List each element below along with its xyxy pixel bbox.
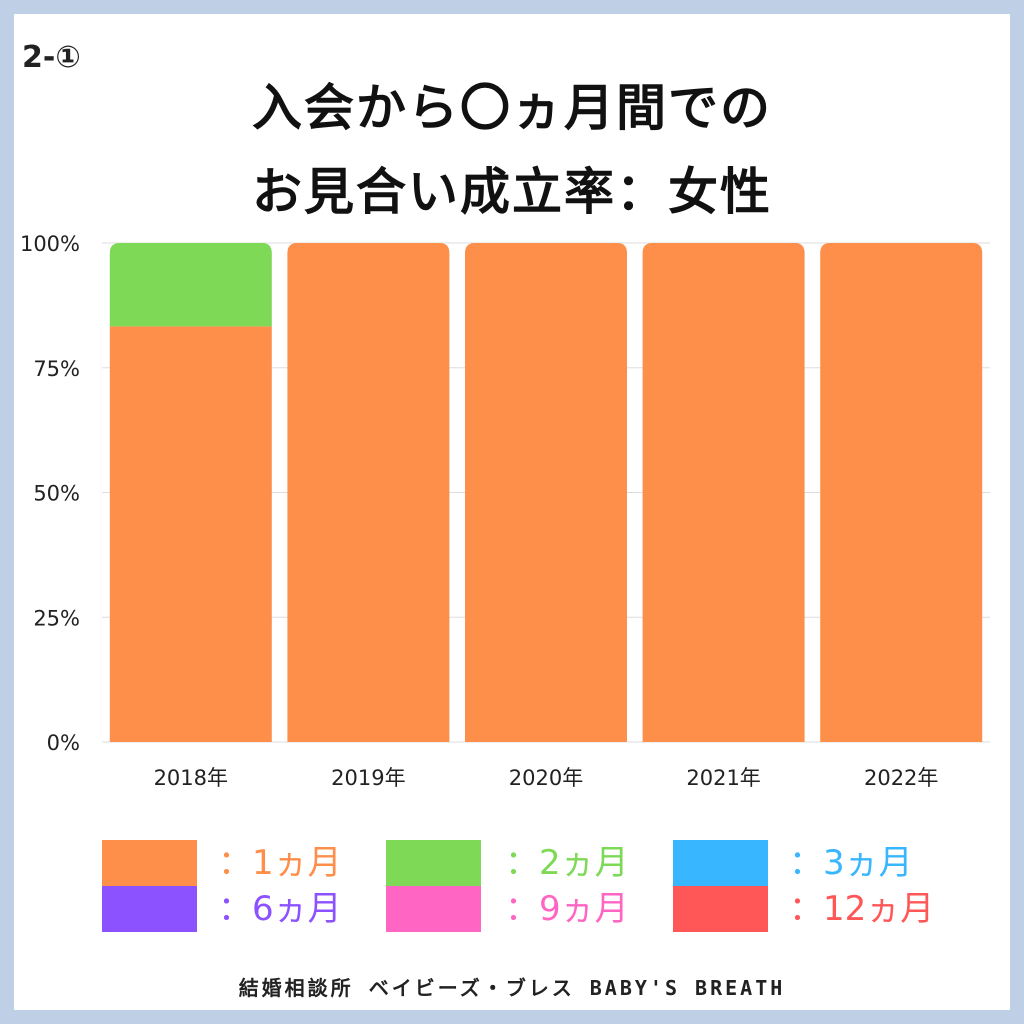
- x-tick-label: 2022年: [864, 766, 938, 790]
- bar-segment-1m: [109, 326, 272, 742]
- bar-segment-1m: [642, 243, 805, 742]
- bar-segment-1m: [820, 243, 983, 742]
- bar-segment-2m: [109, 243, 272, 327]
- x-tick-label: 2021年: [686, 766, 760, 790]
- y-tick-label: 75%: [33, 357, 80, 381]
- x-tick-label: 2018年: [154, 766, 228, 790]
- y-tick-label: 50%: [33, 482, 80, 506]
- y-tick-label: 100%: [20, 232, 80, 256]
- legend-swatch-9m: [386, 886, 481, 932]
- footer-brand: 結婚相談所 ベイビーズ・ブレス BABY'S BREATH: [238, 976, 786, 1000]
- y-tick-label: 0%: [47, 731, 80, 755]
- legend-swatch-12m: [673, 886, 768, 932]
- legend-swatch-2m: [386, 840, 481, 886]
- legend-label-2m: ：2ヵ月: [505, 843, 629, 883]
- legend-label-9m: ：9ヵ月: [505, 889, 629, 929]
- legend-swatch-6m: [102, 886, 197, 932]
- bar-segment-1m: [287, 243, 450, 742]
- y-tick-label: 25%: [33, 606, 80, 630]
- x-tick-label: 2019年: [331, 766, 405, 790]
- x-tick-label: 2020年: [509, 766, 583, 790]
- legend-label-6m: ：6ヵ月: [218, 889, 342, 929]
- legend-label-3m: ：3ヵ月: [789, 843, 913, 883]
- legend-label-1m: ：1ヵ月: [218, 843, 342, 883]
- legend-label-12m: ：12ヵ月: [789, 889, 935, 929]
- chart-title-line-2: お見合い成立率：女性: [252, 163, 772, 221]
- bar-segment-1m: [465, 243, 627, 742]
- legend-swatch-3m: [673, 840, 768, 886]
- chart-title-line-1: 入会から〇ヵ月間での: [252, 79, 772, 137]
- stacked-bar-chart: 0% 25% 50% 75% 100% 2018年 2019年 2020年 2021年 2022年: [20, 232, 990, 790]
- legend-swatch-1m: [102, 840, 197, 886]
- section-label: 2-①: [22, 40, 81, 75]
